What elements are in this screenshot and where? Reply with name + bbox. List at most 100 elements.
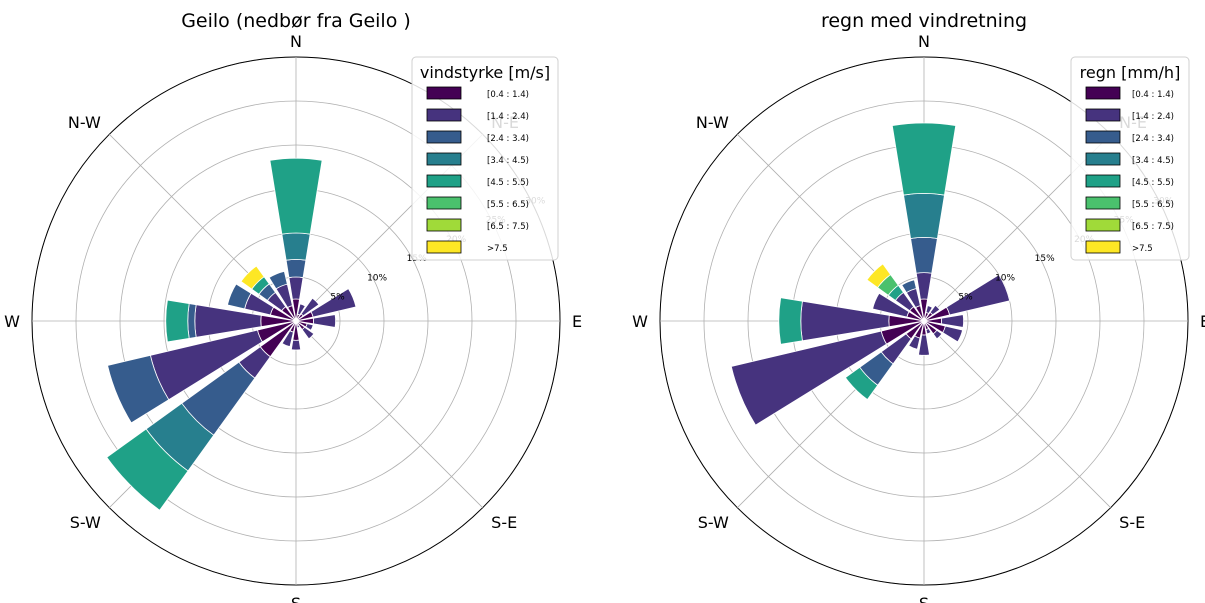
- compass-label-s-e: S-E: [491, 513, 517, 532]
- legend-label: [5.5 : 6.5): [487, 200, 529, 210]
- wind-bars-right: [730, 122, 1011, 426]
- wind-bar-segment: [285, 259, 307, 279]
- legend-swatch: [1085, 130, 1121, 144]
- legend-label: [2.4 : 3.4): [1132, 134, 1174, 144]
- wind-bar-segment: [165, 299, 190, 343]
- compass-label-n: N: [918, 32, 930, 51]
- wind-bar-segment: [872, 292, 910, 318]
- legend-swatch: [1085, 240, 1121, 254]
- legend-title-left: vindstyrke [m/s]: [420, 63, 550, 82]
- compass-label-n: N: [290, 32, 302, 51]
- wind-bar-segment: [310, 288, 357, 318]
- wind-bar-segment: [918, 334, 930, 356]
- legend-label: [5.5 : 6.5): [1132, 200, 1174, 210]
- legend-label: [4.5 : 5.5): [1132, 178, 1174, 188]
- wind-bars-left: [106, 157, 357, 511]
- wind-bar-segment: [268, 270, 288, 290]
- legend-swatch: [426, 152, 462, 166]
- legend-swatch: [1085, 218, 1121, 232]
- wind-bar-segment: [925, 305, 933, 315]
- grid-spoke: [923, 320, 1111, 508]
- wind-bar-segment: [240, 265, 265, 290]
- chart-title-right: regn med vindretning: [821, 10, 1027, 32]
- legend-swatch: [426, 108, 462, 122]
- wind-bar-segment: [891, 122, 957, 196]
- wind-bar-segment: [312, 314, 336, 328]
- legend-swatch: [1085, 152, 1121, 166]
- wind-bar-segment: [305, 323, 314, 331]
- radial-tick-label: 5%: [330, 293, 345, 303]
- wind-bar-segment: [932, 329, 943, 340]
- legend-swatch: [426, 130, 462, 144]
- wind-bar-segment: [107, 354, 170, 424]
- legend-label: [6.5 : 7.5): [487, 222, 529, 232]
- compass-label-s-w: S-W: [698, 513, 729, 532]
- legend-swatch: [426, 240, 462, 254]
- legend-items-right: [0.4 : 1.4) [1.4 : 2.4) [2.4 : 3.4) [3.4 : …: [1085, 86, 1174, 254]
- wind-bar-segment: [730, 330, 888, 426]
- compass-label-n-w: N-W: [68, 113, 101, 132]
- legend-label: >7.5: [1132, 244, 1153, 254]
- wind-bar-segment: [187, 303, 197, 339]
- wind-bar-segment: [281, 330, 294, 348]
- legend-swatch: [426, 174, 462, 188]
- wind-bar-segment: [778, 297, 803, 345]
- legend-label: [3.4 : 4.5): [1132, 156, 1174, 166]
- wind-bar-segment: [910, 237, 938, 274]
- legend-left: vindstyrke [m/s] [0.4 : 1.4)[1.4 : 2.4)[…: [411, 56, 559, 261]
- chart-title-left: Geilo (nedbør fra Geilo ): [181, 10, 411, 32]
- compass-label-e: E: [572, 312, 582, 331]
- wind-bar-segment: [925, 327, 932, 335]
- wind-bar-segment: [908, 335, 921, 350]
- legend-label: [0.4 : 1.4): [1132, 90, 1174, 100]
- wind-bar-segment: [301, 326, 315, 340]
- compass-label-s-w: S-W: [70, 513, 101, 532]
- compass-label-w: W: [632, 312, 648, 331]
- wind-bar-segment: [866, 263, 892, 289]
- radial-tick-label: 15%: [1035, 254, 1055, 264]
- wind-bar-segment: [945, 274, 1011, 316]
- wind-bar-segment: [940, 314, 964, 328]
- legend-swatch: [1085, 108, 1121, 122]
- legend-swatch: [1085, 196, 1121, 210]
- radial-tick-label: 10%: [995, 273, 1015, 283]
- wind-bar-segment: [929, 304, 941, 316]
- wind-bar-segment: [942, 325, 964, 343]
- legend-label: [1.4 : 2.4): [487, 112, 529, 122]
- wind-bar-segment: [901, 279, 917, 294]
- legend-label: [3.4 : 4.5): [487, 156, 529, 166]
- wind-bar-segment: [297, 303, 306, 316]
- legend-label: [1.4 : 2.4): [1132, 112, 1174, 122]
- legend-swatch: [1085, 174, 1121, 188]
- grid-spoke: [295, 320, 483, 508]
- compass-label-s: S: [291, 594, 301, 603]
- windrose-panel-left: Geilo (nedbør fra Geilo ) 5%10%15%20%25%…: [4, 10, 582, 603]
- wind-bar-segment: [269, 157, 323, 235]
- legend-swatch: [1085, 86, 1121, 100]
- compass-label-w: W: [4, 312, 20, 331]
- compass-label-n-w: N-W: [696, 113, 729, 132]
- compass-label-s-e: S-E: [1119, 513, 1145, 532]
- wind-bar-segment: [106, 428, 189, 511]
- legend-right: regn [mm/h] [0.4 : 1.4) [1.4 : 2.4) [2.4 :…: [1070, 56, 1190, 261]
- legend-items-left: [0.4 : 1.4) [1.4 : 2.4) [2.4 : 3.4) [3.4 : …: [426, 86, 529, 254]
- wind-bar-segment: [300, 297, 320, 317]
- legend-title-right: regn [mm/h]: [1080, 63, 1181, 82]
- radial-tick-label: 5%: [958, 293, 973, 303]
- legend-swatch: [426, 196, 462, 210]
- windrose-panel-right: regn med vindretning 5%10%15%20%25%30% N…: [632, 10, 1205, 603]
- wind-bar-segment: [290, 339, 302, 351]
- wind-bar-segment: [915, 272, 933, 300]
- wind-bar-segment: [844, 366, 879, 401]
- radial-tick-label: 10%: [367, 273, 387, 283]
- legend-label: [6.5 : 7.5): [1132, 222, 1174, 232]
- legend-label: >7.5: [487, 244, 508, 254]
- wind-bar-segment: [281, 232, 311, 261]
- wind-bar-segment: [288, 276, 304, 300]
- compass-label-s: S: [919, 594, 929, 603]
- legend-label: [0.4 : 1.4): [487, 90, 529, 100]
- legend-swatch: [426, 218, 462, 232]
- wind-bar-segment: [226, 283, 252, 310]
- legend-label: [2.4 : 3.4): [487, 134, 529, 144]
